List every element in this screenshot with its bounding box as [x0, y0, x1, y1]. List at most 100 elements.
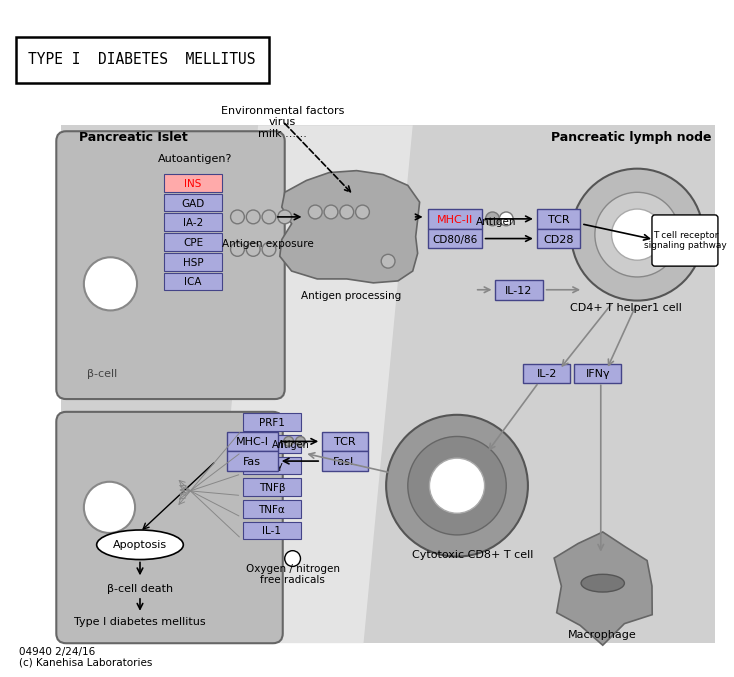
FancyBboxPatch shape: [164, 174, 222, 192]
FancyBboxPatch shape: [652, 215, 718, 266]
Text: TCR: TCR: [335, 437, 356, 447]
Text: INS: INS: [184, 179, 202, 189]
Text: CPE: CPE: [183, 238, 203, 248]
FancyBboxPatch shape: [164, 273, 222, 290]
Text: Pancreatic Islet: Pancreatic Islet: [79, 131, 188, 144]
Circle shape: [230, 242, 244, 257]
Circle shape: [429, 458, 484, 513]
Text: FasL: FasL: [333, 457, 357, 467]
Text: CD4+ T helper1 cell: CD4+ T helper1 cell: [570, 303, 683, 313]
Text: 04940 2/24/16: 04940 2/24/16: [19, 647, 95, 657]
Circle shape: [571, 169, 703, 301]
Ellipse shape: [97, 530, 184, 559]
Circle shape: [486, 212, 499, 225]
Circle shape: [308, 205, 322, 219]
FancyBboxPatch shape: [574, 364, 622, 383]
Text: Macrophage: Macrophage: [568, 630, 637, 640]
Text: Antigen processing: Antigen processing: [300, 290, 401, 301]
Text: Environmental factors
virus
milk ......: Environmental factors virus milk ......: [221, 106, 344, 139]
FancyBboxPatch shape: [243, 414, 301, 431]
Polygon shape: [280, 171, 420, 283]
FancyBboxPatch shape: [16, 37, 269, 83]
Circle shape: [386, 415, 528, 556]
FancyBboxPatch shape: [322, 452, 368, 471]
Text: (c) Kanehisa Laboratories: (c) Kanehisa Laboratories: [19, 658, 152, 668]
Text: HSP: HSP: [183, 258, 203, 267]
Text: IL-2: IL-2: [537, 370, 557, 379]
Text: Autoantigen?: Autoantigen?: [158, 154, 233, 164]
Polygon shape: [209, 125, 413, 643]
Circle shape: [381, 255, 395, 268]
FancyBboxPatch shape: [57, 131, 285, 399]
Circle shape: [230, 210, 244, 224]
FancyBboxPatch shape: [243, 500, 301, 518]
Text: IA-2: IA-2: [183, 218, 203, 228]
Text: IL-1: IL-1: [263, 527, 281, 536]
Text: TNFα: TNFα: [258, 505, 286, 515]
Circle shape: [355, 205, 369, 219]
Text: PRF1: PRF1: [259, 418, 285, 428]
Text: GZM: GZM: [260, 440, 284, 450]
Circle shape: [284, 437, 294, 446]
Text: Pancreatic lymph node: Pancreatic lymph node: [550, 131, 711, 144]
FancyBboxPatch shape: [227, 431, 278, 452]
Polygon shape: [554, 532, 653, 645]
FancyBboxPatch shape: [243, 522, 301, 540]
Circle shape: [278, 210, 291, 224]
Circle shape: [262, 242, 276, 257]
Text: Cytotoxic CD8+ T cell: Cytotoxic CD8+ T cell: [412, 550, 534, 560]
FancyBboxPatch shape: [537, 229, 580, 248]
Text: CD28: CD28: [543, 234, 574, 244]
Text: Oxygen / nitrogen
free radicals: Oxygen / nitrogen free radicals: [246, 563, 340, 585]
Text: Antigen: Antigen: [272, 440, 310, 450]
Text: Antigen exposure: Antigen exposure: [222, 240, 314, 249]
FancyBboxPatch shape: [164, 253, 222, 271]
FancyBboxPatch shape: [164, 194, 222, 211]
FancyBboxPatch shape: [429, 229, 482, 248]
FancyBboxPatch shape: [164, 213, 222, 231]
Circle shape: [611, 209, 663, 260]
FancyBboxPatch shape: [227, 452, 278, 471]
FancyBboxPatch shape: [243, 435, 301, 453]
Circle shape: [324, 205, 338, 219]
Ellipse shape: [581, 574, 625, 592]
Circle shape: [499, 212, 513, 225]
FancyBboxPatch shape: [495, 280, 542, 300]
Text: GAD: GAD: [181, 198, 205, 209]
Text: Apoptosis: Apoptosis: [113, 540, 167, 550]
FancyBboxPatch shape: [322, 431, 368, 452]
Text: TNFβ: TNFβ: [258, 483, 286, 493]
Circle shape: [84, 482, 135, 533]
Circle shape: [285, 550, 300, 567]
FancyBboxPatch shape: [164, 233, 222, 251]
Circle shape: [340, 205, 354, 219]
Text: MHC-I: MHC-I: [236, 437, 269, 447]
Circle shape: [262, 210, 276, 224]
Text: IL-12: IL-12: [506, 286, 533, 296]
Text: β-cell death: β-cell death: [107, 584, 173, 594]
Text: IFNγ: IFNγ: [261, 462, 283, 471]
Circle shape: [84, 257, 137, 311]
FancyBboxPatch shape: [57, 412, 283, 643]
Text: Antigen: Antigen: [476, 217, 517, 227]
Text: T cell receptor
signaling pathway: T cell receptor signaling pathway: [644, 231, 727, 250]
Text: Fas: Fas: [243, 457, 261, 467]
Text: Type I diabetes mellitus: Type I diabetes mellitus: [74, 617, 206, 627]
Text: β-cell: β-cell: [87, 370, 117, 379]
Circle shape: [408, 437, 506, 535]
Text: TCR: TCR: [548, 215, 570, 225]
Circle shape: [296, 437, 305, 446]
Circle shape: [247, 210, 260, 224]
Polygon shape: [61, 125, 715, 643]
FancyBboxPatch shape: [537, 209, 580, 229]
FancyBboxPatch shape: [523, 364, 570, 383]
Circle shape: [247, 242, 260, 257]
Text: ICA: ICA: [184, 278, 202, 287]
Text: TYPE I  DIABETES  MELLITUS: TYPE I DIABETES MELLITUS: [28, 52, 255, 67]
FancyBboxPatch shape: [429, 209, 482, 229]
Text: CD80/86: CD80/86: [432, 234, 478, 244]
Text: IFNγ: IFNγ: [586, 370, 610, 379]
Circle shape: [595, 192, 680, 277]
Text: MHC-II: MHC-II: [437, 215, 473, 225]
FancyBboxPatch shape: [243, 457, 301, 475]
